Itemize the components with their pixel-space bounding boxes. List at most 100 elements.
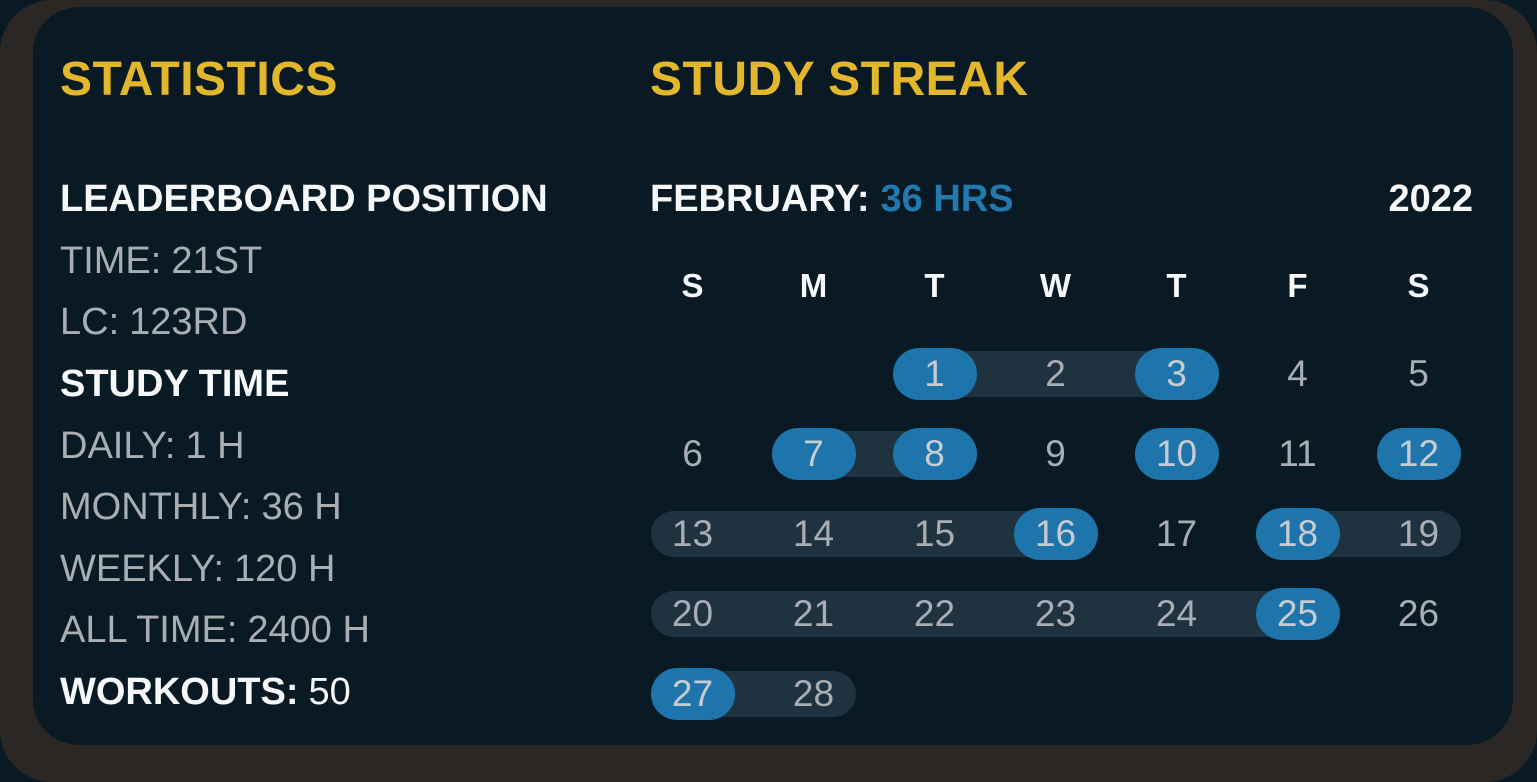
calendar-day-number: 2 (1045, 353, 1066, 394)
weekday-header-mon: M (799, 267, 828, 304)
calendar-day-cell: 12 (1358, 414, 1479, 494)
streak-range-bar (650, 591, 1340, 637)
study-time-weekly-value: 120 H (234, 547, 336, 590)
study-time-heading: STUDY TIME (60, 363, 290, 406)
calendar-day-cell: 10 (1116, 414, 1237, 494)
study-time-weekly-label: WEEKLY: (60, 547, 225, 590)
leaderboard-heading: LEADERBOARD POSITION (60, 178, 548, 221)
calendar-day-cell: 23 (995, 574, 1116, 654)
calendar-day-active: 3 (1134, 348, 1219, 400)
calendar-day-active: 18 (1255, 508, 1340, 560)
calendar-day-number: 21 (792, 593, 835, 634)
study-time-daily-value: 1 H (185, 424, 245, 467)
calendar-day-cell: 1 (874, 334, 995, 414)
calendar-week-row: 13 14 15 16 17 18 19 (632, 494, 1479, 574)
leaderboard-heading-row: LEADERBOARD POSITION (60, 169, 630, 231)
month-label: FEBRUARY: (650, 178, 870, 221)
calendar-day-cell: 13 (632, 494, 753, 574)
study-time-alltime-row: ALL TIME: 2400 H (60, 600, 630, 662)
leaderboard-lc-label: LC: (60, 301, 120, 344)
calendar-day-cell: 14 (753, 494, 874, 574)
calendar-day-active: 1 (892, 348, 977, 400)
workouts-label: WORKOUTS: (60, 671, 299, 714)
calendar-day-cell: 19 (1358, 494, 1479, 574)
calendar-day-cell: 22 (874, 574, 995, 654)
study-time-monthly-label: MONTHLY: (60, 486, 252, 529)
calendar-day-cell: 27 (632, 654, 753, 734)
leaderboard-time-row: TIME: 21ST (60, 231, 630, 293)
study-time-monthly-row: MONTHLY: 36 H (60, 477, 630, 539)
calendar-day-active: 25 (1255, 588, 1340, 640)
year-label: 2022 (1388, 178, 1473, 221)
calendar-day-number: 28 (792, 673, 835, 714)
calendar-day-number: 23 (1034, 593, 1077, 634)
calendar-day-number: 11 (1278, 433, 1317, 474)
statistics-list: LEADERBOARD POSITION TIME: 21ST LC: 123R… (60, 169, 630, 723)
calendar-day-number: 14 (792, 513, 835, 554)
calendar-day-number: 4 (1287, 353, 1308, 394)
leaderboard-lc-row: LC: 123RD (60, 292, 630, 354)
calendar-day-active: 10 (1134, 428, 1219, 480)
calendar-day-number: 22 (913, 593, 956, 634)
calendar-day-cell: 11 (1237, 414, 1358, 494)
calendar-week-row: 20 21 22 23 24 25 26 (632, 574, 1479, 654)
calendar-day-cell: 3 (1116, 334, 1237, 414)
calendar-day-cell: 18 (1237, 494, 1358, 574)
study-time-heading-row: STUDY TIME (60, 354, 630, 416)
calendar-day-cell: 21 (753, 574, 874, 654)
calendar-day-cell: 8 (874, 414, 995, 494)
calendar-day-number: 20 (671, 593, 714, 634)
calendar-day-cell: 7 (753, 414, 874, 494)
study-time-daily-label: DAILY: (60, 424, 176, 467)
weekday-header-wed: W (1039, 267, 1072, 304)
weekday-header-fri: F (1287, 267, 1308, 304)
month-summary-row: FEBRUARY: 36 HRS 2022 (650, 169, 1473, 231)
calendar-day-number: 9 (1045, 433, 1066, 474)
study-time-weekly-row: WEEKLY: 120 H (60, 539, 630, 601)
calendar-day-active: 27 (650, 668, 735, 720)
calendar-day-number: 6 (682, 433, 703, 474)
calendar-day-cell: 16 (995, 494, 1116, 574)
stats-card: STATISTICS STUDY STREAK LEADERBOARD POSI… (33, 7, 1513, 745)
calendar-day-cell: 5 (1358, 334, 1479, 414)
calendar-day-active: 16 (1013, 508, 1098, 560)
calendar-day-cell: 17 (1116, 494, 1237, 574)
calendar-day-cell: 2 (995, 334, 1116, 414)
calendar-day-active: 7 (771, 428, 856, 480)
calendar-day-cell: 26 (1358, 574, 1479, 654)
calendar-week-row: 1 2 3 4 5 (632, 334, 1479, 414)
calendar-day-number: 13 (671, 513, 714, 554)
leaderboard-time-label: TIME: (60, 239, 162, 282)
calendar-day-cell: 28 (753, 654, 874, 734)
leaderboard-time-value: 21ST (171, 239, 263, 282)
calendar-day-cell: 24 (1116, 574, 1237, 654)
study-time-monthly-value: 36 H (261, 486, 342, 529)
calendar-day-number: 24 (1155, 593, 1198, 634)
calendar-day-cell: 20 (632, 574, 753, 654)
calendar-day-number: 5 (1408, 353, 1429, 394)
weekday-header-thu: T (1166, 267, 1187, 304)
weekday-header-tue: T (924, 267, 945, 304)
calendar-day-number: 19 (1397, 513, 1440, 554)
calendar-week-row: 6 7 8 9 10 11 12 (632, 414, 1479, 494)
weekday-header-row: S M T W T F S (632, 268, 1479, 304)
study-time-alltime-value: 2400 H (247, 609, 370, 652)
calendar-day-active: 8 (892, 428, 977, 480)
calendar-day-number: 17 (1155, 513, 1198, 554)
calendar-day-number: 26 (1397, 593, 1440, 634)
calendar-day-cell: 9 (995, 414, 1116, 494)
leaderboard-lc-value: 123RD (129, 301, 248, 344)
weekday-header-sun: S (681, 267, 704, 304)
calendar-day-cell: 4 (1237, 334, 1358, 414)
calendar-day-cell: 25 (1237, 574, 1358, 654)
study-time-daily-row: DAILY: 1 H (60, 415, 630, 477)
calendar-grid: 1 2 3 4 5 6 7 8 9 10 11 12 13 14 15 16 17 18 19 20 21 22 23 24 2… (632, 334, 1479, 734)
calendar-day-cell: 15 (874, 494, 995, 574)
calendar-week-row: 27 28 (632, 654, 1479, 734)
calendar-day-cell: 6 (632, 414, 753, 494)
study-time-alltime-label: ALL TIME: (60, 609, 238, 652)
month-summary: FEBRUARY: 36 HRS (650, 178, 1014, 221)
month-total-hours: 36 HRS (880, 178, 1014, 221)
study-streak-title: STUDY STREAK (650, 53, 1029, 106)
statistics-title: STATISTICS (60, 53, 338, 106)
